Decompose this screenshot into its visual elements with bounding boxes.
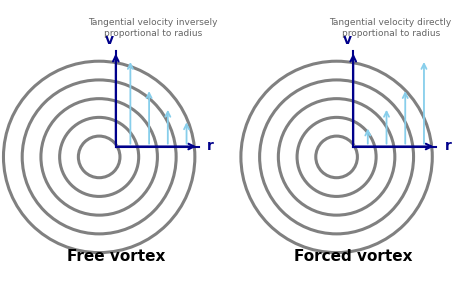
Text: v: v — [343, 33, 352, 47]
Text: Tangential velocity directly
proportional to radius: Tangential velocity directly proportiona… — [329, 18, 452, 38]
Text: Tangential velocity inversely
proportional to radius: Tangential velocity inversely proportion… — [89, 18, 218, 38]
Text: r: r — [207, 139, 214, 154]
Text: r: r — [445, 139, 452, 154]
Text: Free vortex: Free vortex — [67, 249, 165, 264]
Text: v: v — [105, 33, 114, 47]
Text: Forced vortex: Forced vortex — [294, 249, 412, 264]
